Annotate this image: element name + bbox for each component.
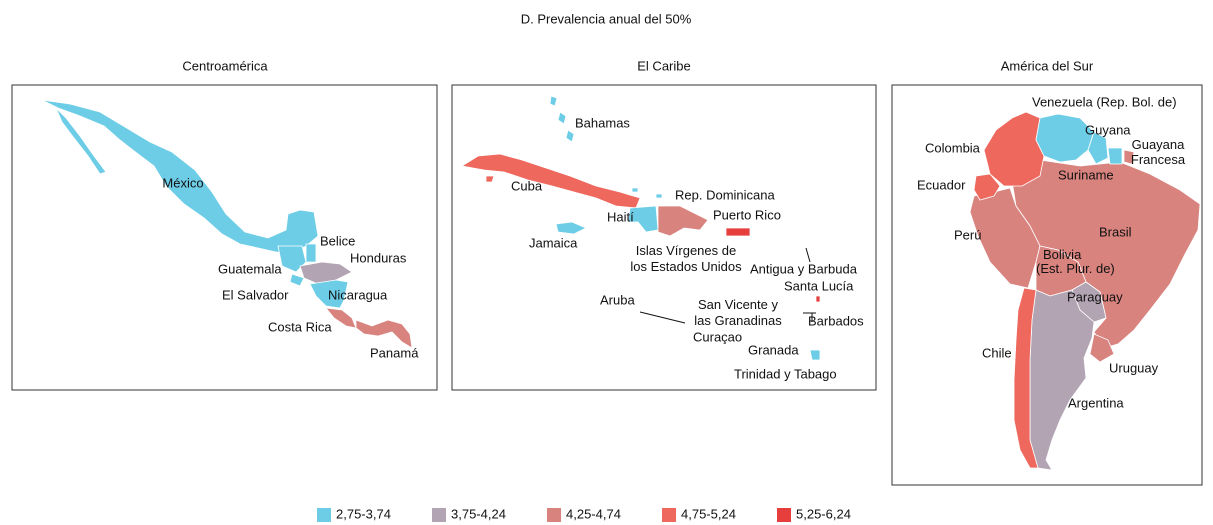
country-label: Perú bbox=[954, 227, 981, 242]
country-label: Curaçao bbox=[693, 329, 742, 344]
map-centroamerica bbox=[41, 99, 413, 349]
figure-title: D. Prevalencia anual del 50% bbox=[521, 11, 692, 26]
country-label: México bbox=[162, 175, 203, 190]
map-caribe bbox=[460, 95, 821, 361]
country-label: San Vicente y las Granadinas bbox=[694, 297, 782, 328]
legend-label: 4,25-4,74 bbox=[566, 506, 621, 521]
country-shape bbox=[549, 95, 575, 143]
country-label: Nicaragua bbox=[328, 287, 388, 302]
country-label: Chile bbox=[982, 345, 1012, 360]
country-label: Panamá bbox=[370, 345, 419, 360]
country-label: Venezuela (Rep. Bol. de) bbox=[1032, 94, 1177, 109]
country-shape bbox=[1107, 147, 1123, 165]
country-label: Paraguay bbox=[1067, 289, 1123, 304]
panel-title: Centroamérica bbox=[182, 58, 268, 73]
country-shape bbox=[289, 273, 305, 287]
country-shape bbox=[809, 349, 821, 361]
panel-frame bbox=[11, 84, 438, 391]
country-label: Honduras bbox=[350, 250, 407, 265]
country-shape bbox=[815, 295, 821, 303]
country-label: Granada bbox=[748, 342, 799, 357]
panel-title: América del Sur bbox=[1001, 58, 1094, 73]
country-shape bbox=[627, 205, 659, 233]
country-shape bbox=[460, 153, 641, 209]
country-label: Cuba bbox=[511, 178, 543, 193]
country-label: Costa Rica bbox=[268, 319, 332, 334]
country-label: El Salvador bbox=[222, 287, 289, 302]
country-label: Argentina bbox=[1068, 395, 1124, 410]
country-shape bbox=[1035, 113, 1095, 163]
country-label: Bolivia (Est. Plur. de) bbox=[1036, 247, 1115, 276]
legend-label: 5,25-6,24 bbox=[796, 506, 851, 521]
country-label: Guatemala bbox=[218, 261, 282, 276]
country-shape bbox=[725, 227, 751, 237]
country-label: Haití bbox=[607, 209, 634, 224]
leader-line bbox=[805, 247, 811, 263]
country-label: Puerto Rico bbox=[713, 207, 781, 222]
country-label: Ecuador bbox=[917, 177, 966, 192]
legend-swatch bbox=[777, 508, 791, 522]
panel-title: El Caribe bbox=[637, 58, 690, 73]
country-shape bbox=[41, 99, 319, 255]
country-shape bbox=[1087, 131, 1109, 165]
legend-swatch bbox=[662, 508, 676, 522]
country-shape bbox=[55, 107, 107, 175]
country-shape bbox=[973, 173, 1001, 201]
country-label: Guayana Francesa bbox=[1131, 137, 1186, 167]
country-shape bbox=[555, 221, 587, 235]
legend: 2,75-3,74 3,75-4,24 4,25-4,74 4,75-5,24 5,25… bbox=[317, 506, 851, 522]
country-label: Uruguay bbox=[1109, 360, 1159, 375]
country-label: Santa Lucía bbox=[784, 278, 854, 293]
country-label: Antigua y Barbuda bbox=[750, 261, 858, 276]
country-label: Barbados bbox=[808, 313, 864, 328]
country-label: Belice bbox=[320, 233, 355, 248]
country-shape bbox=[1089, 333, 1115, 363]
country-shape bbox=[299, 261, 353, 285]
country-label: Colombia bbox=[925, 140, 981, 155]
country-shape bbox=[355, 319, 413, 349]
country-label: Aruba bbox=[600, 292, 635, 307]
country-label: Guyana bbox=[1085, 122, 1131, 137]
country-label: Trinidad y Tabago bbox=[734, 366, 837, 381]
country-shape bbox=[1123, 149, 1135, 165]
country-shape bbox=[1013, 287, 1039, 469]
country-label: Islas Vírgenes de los Estados Unidos bbox=[630, 243, 742, 274]
country-label: Jamaica bbox=[529, 235, 578, 250]
legend-label: 2,75-3,74 bbox=[336, 506, 391, 521]
country-shape bbox=[309, 279, 349, 309]
country-label: Brasil bbox=[1099, 224, 1132, 239]
country-label: Rep. Dominicana bbox=[675, 187, 775, 202]
legend-swatch bbox=[317, 508, 331, 522]
country-label: Suriname bbox=[1058, 167, 1114, 182]
leader-line bbox=[639, 311, 686, 324]
legend-swatch bbox=[432, 508, 446, 522]
map-america-del-sur bbox=[969, 111, 1201, 471]
legend-label: 3,75-4,24 bbox=[451, 506, 506, 521]
panel-frame bbox=[451, 84, 877, 391]
country-shape bbox=[631, 187, 663, 199]
legend-swatch bbox=[547, 508, 561, 522]
country-shape bbox=[305, 243, 317, 263]
country-label: Bahamas bbox=[575, 115, 630, 130]
country-shape bbox=[657, 205, 709, 237]
legend-label: 4,75-5,24 bbox=[681, 506, 736, 521]
